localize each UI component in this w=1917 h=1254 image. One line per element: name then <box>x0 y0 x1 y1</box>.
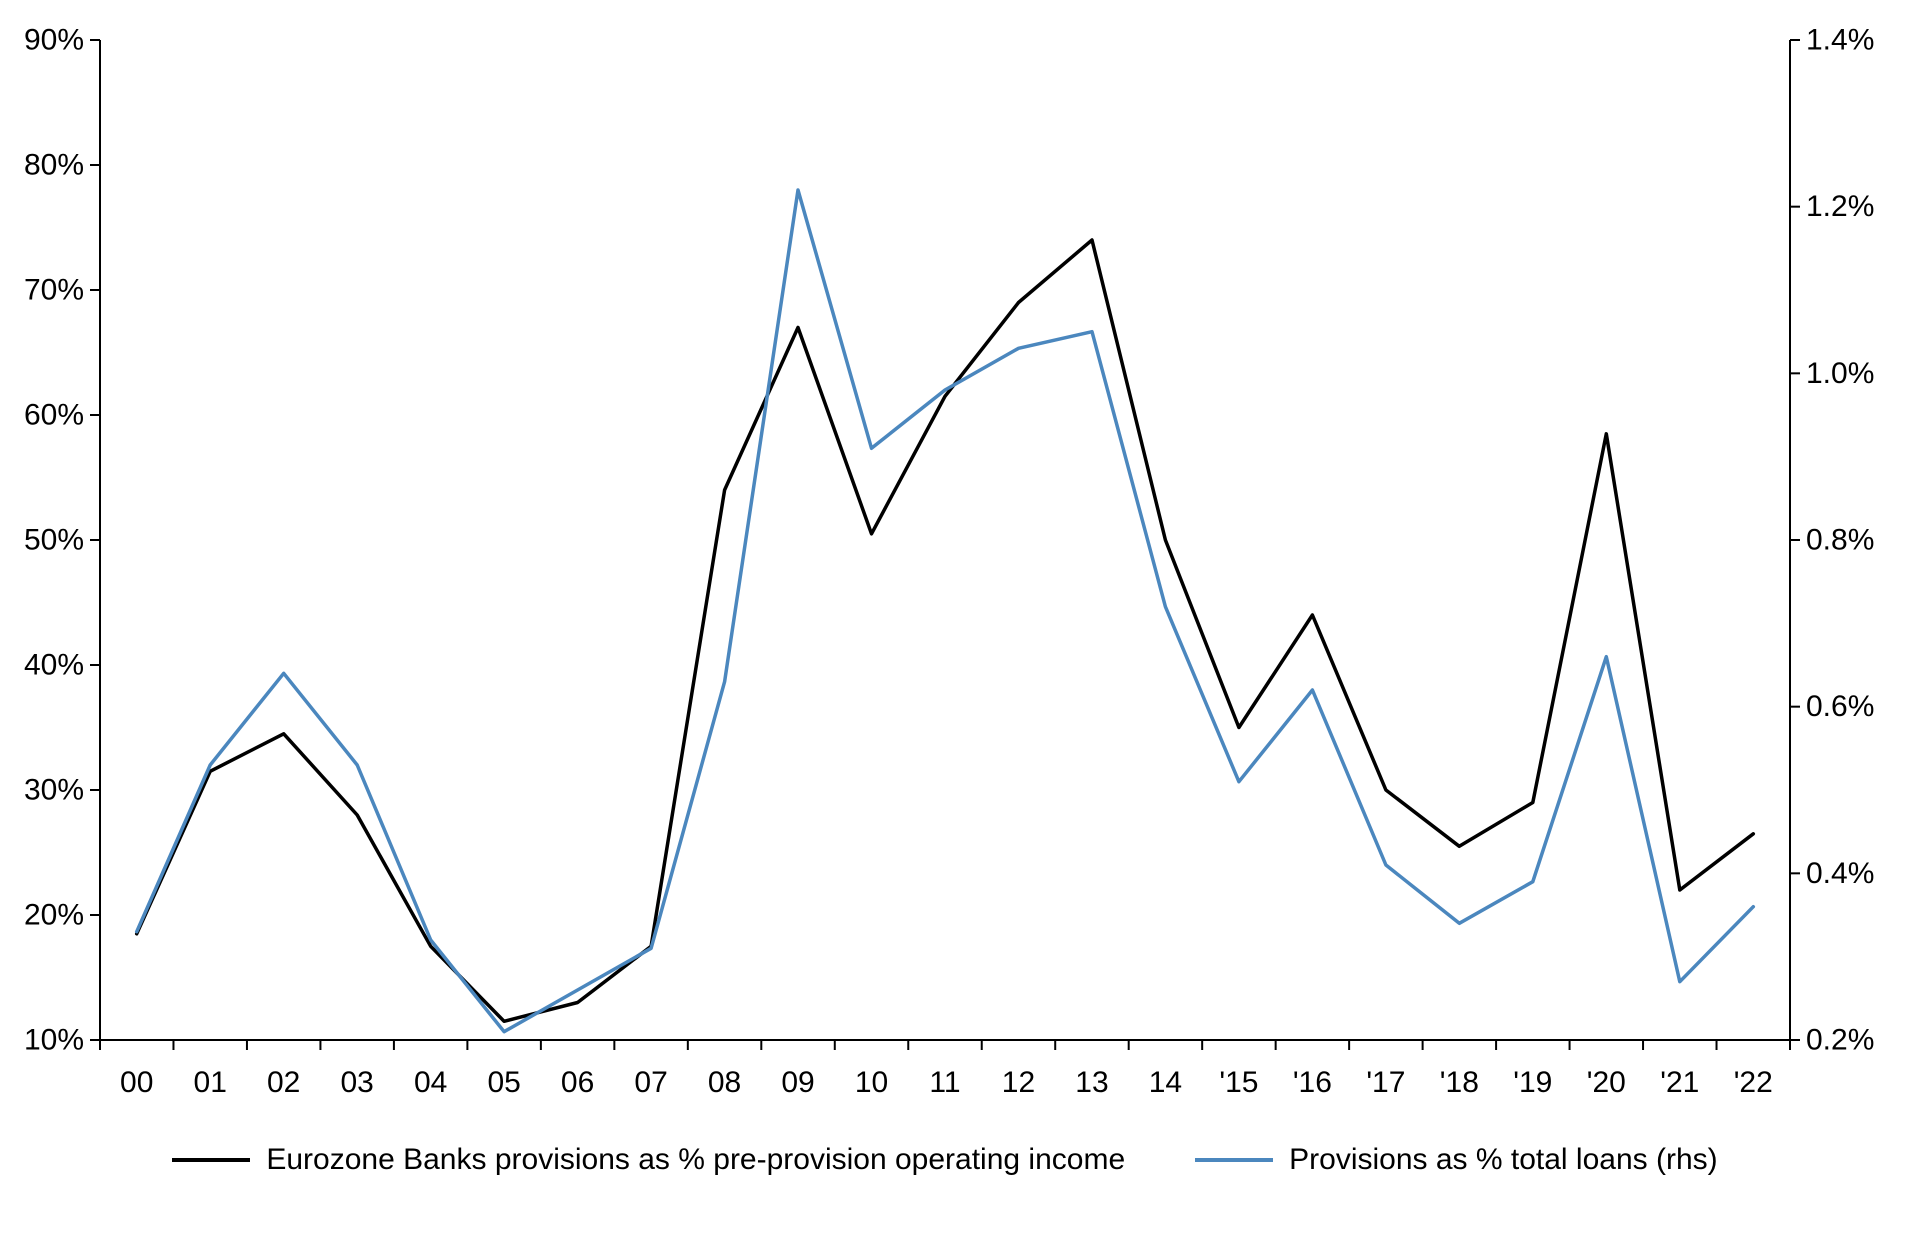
x-axis-tick-label: 13 <box>1075 1066 1108 1099</box>
legend-line-sample-blue <box>1195 1158 1274 1162</box>
x-axis-tick-label: '19 <box>1513 1066 1552 1099</box>
x-axis-tick-label: 01 <box>194 1066 227 1099</box>
x-axis-tick-label: 00 <box>120 1066 153 1099</box>
x-axis-tick-label: 05 <box>487 1066 520 1099</box>
x-axis-tick-label: 03 <box>340 1066 373 1099</box>
left-axis-tick-label: 50% <box>24 524 84 557</box>
x-axis-tick-label: 06 <box>561 1066 594 1099</box>
x-axis-tick-label: '20 <box>1587 1066 1626 1099</box>
right-axis-tick-label: 1.4% <box>1806 24 1874 57</box>
x-axis-tick-label: 08 <box>708 1066 741 1099</box>
left-axis-tick-label: 30% <box>24 774 84 807</box>
left-axis-tick-label: 40% <box>24 649 84 682</box>
legend-item-total-loans: Provisions as % total loans (rhs) <box>1195 1143 1718 1177</box>
right-axis-tick-label: 1.2% <box>1806 190 1874 223</box>
x-axis-tick-label: 07 <box>634 1066 667 1099</box>
right-axis-tick-label: 0.8% <box>1806 524 1874 557</box>
x-axis-tick-label: 14 <box>1149 1066 1182 1099</box>
legend: Eurozone Banks provisions as % pre-provi… <box>100 1128 1790 1192</box>
left-axis-tick-label: 60% <box>24 399 84 432</box>
series-line-left <box>134 238 1756 1024</box>
left-axis-tick-label: 90% <box>24 24 84 57</box>
x-axis-tick-label: '21 <box>1660 1066 1699 1099</box>
axes <box>90 39 1800 1050</box>
legend-item-operating-income: Eurozone Banks provisions as % pre-provi… <box>172 1143 1125 1177</box>
x-axis-tick-label: 11 <box>929 1066 960 1099</box>
left-axis-tick-label: 70% <box>24 274 84 307</box>
right-axis-tick-label: 0.6% <box>1806 690 1874 723</box>
right-axis-tick-label: 0.2% <box>1806 1024 1874 1057</box>
x-axis-tick-label: 10 <box>855 1066 888 1099</box>
left-axis-tick-label: 20% <box>24 899 84 932</box>
right-axis-tick-label: 1.0% <box>1806 357 1874 390</box>
x-axis-tick-label: 04 <box>414 1066 447 1099</box>
left-axis-tick-label: 80% <box>24 149 84 182</box>
legend-label-total-loans: Provisions as % total loans (rhs) <box>1289 1143 1718 1176</box>
x-axis-tick-label: '15 <box>1219 1066 1258 1099</box>
series-line-right <box>134 188 1756 1034</box>
x-axis-tick-label: '16 <box>1293 1066 1332 1099</box>
legend-label-operating-income: Eurozone Banks provisions as % pre-provi… <box>266 1143 1126 1176</box>
x-axis-tick-label: 12 <box>1002 1066 1035 1099</box>
left-axis-tick-label: 10% <box>24 1024 84 1057</box>
axis-labels: 10% 20% 30% 40% 50% 60% 70% 80% 90% 0.2% 0.4% 0.6% 0… <box>24 24 1874 1100</box>
x-axis-tick-label: 09 <box>781 1066 814 1099</box>
x-axis-tick-label: 02 <box>267 1066 300 1099</box>
right-axis-tick-label: 0.4% <box>1806 857 1874 890</box>
legend-line-sample-black <box>172 1158 251 1162</box>
x-axis-tick-label: '17 <box>1366 1066 1405 1099</box>
x-axis-tick-label: '18 <box>1440 1066 1479 1099</box>
x-axis-tick-label: '22 <box>1734 1066 1773 1099</box>
